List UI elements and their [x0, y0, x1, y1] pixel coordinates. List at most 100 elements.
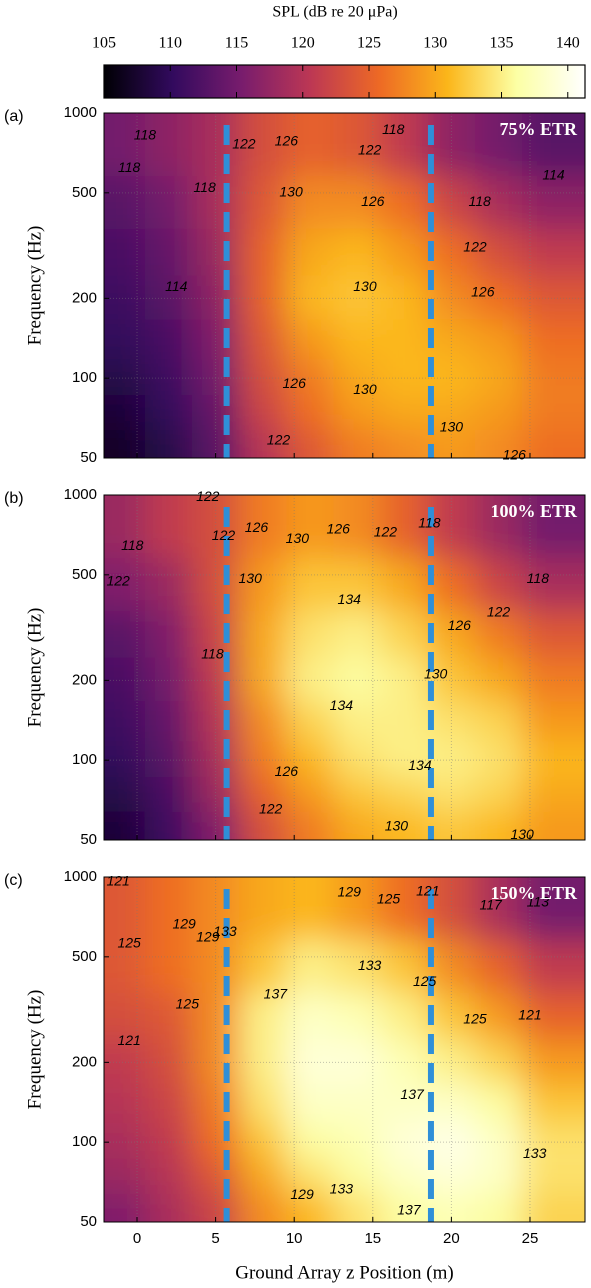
- heatmap-cell: [380, 1122, 429, 1160]
- y-tick-label: 200: [72, 289, 97, 306]
- y-tick-label: 50: [80, 831, 97, 848]
- heatmap-cell: [239, 939, 287, 993]
- heatmap-cell: [427, 429, 476, 458]
- heatmap-cell: [239, 700, 287, 742]
- contour-label: 122: [267, 432, 291, 448]
- heatmap-cell: [427, 495, 476, 559]
- heatmap-cell: [239, 1039, 287, 1084]
- heatmap-cell: [239, 318, 287, 360]
- x-tick-label: 15: [364, 1230, 381, 1247]
- heatmap-cell: [239, 429, 287, 458]
- heatmap-cell: [522, 1122, 585, 1160]
- heatmap-cell: [144, 877, 193, 941]
- heatmap-cell: [192, 1158, 240, 1194]
- heatmap-cell: [333, 228, 382, 276]
- heatmap-cell: [192, 557, 240, 611]
- heatmap-cell: [427, 557, 476, 611]
- heatmap-cell: [104, 811, 146, 840]
- heatmap-cell: [333, 113, 382, 177]
- heatmap-cells: [104, 495, 585, 840]
- contour-label: 118: [382, 121, 405, 137]
- x-tick-label: 5: [211, 1230, 219, 1247]
- heatmap-cell: [522, 776, 585, 812]
- contour-label: 113: [527, 893, 550, 909]
- heatmap-cell: [474, 1193, 523, 1222]
- heatmap-cell: [104, 610, 146, 658]
- y-tick-label: 500: [72, 948, 97, 965]
- heatmap-cell: [144, 700, 193, 742]
- heatmap-cell: [286, 811, 334, 840]
- panel-title: 150% ETR: [490, 883, 578, 903]
- heatmap-cell: [522, 557, 585, 611]
- contour-label: 129: [196, 928, 220, 944]
- heatmap-cell: [474, 358, 523, 396]
- heatmap-cells: [104, 113, 585, 458]
- contour-label: 122: [212, 527, 236, 543]
- heatmap-cell: [192, 358, 240, 396]
- heatmap-cell: [192, 1193, 240, 1222]
- heatmap-cell: [104, 700, 146, 742]
- heatmap-cell: [474, 394, 523, 430]
- heatmap-cell: [522, 700, 585, 742]
- heatmap-cell: [380, 657, 429, 702]
- heatmap-cell: [474, 429, 523, 458]
- heatmap-cell: [427, 1158, 476, 1194]
- contour-label: 137: [397, 1202, 422, 1218]
- colorbar: [103, 64, 586, 99]
- heatmap-cell: [144, 1039, 193, 1084]
- heatmap-cell: [192, 877, 240, 941]
- heatmap-cell: [239, 1193, 287, 1222]
- heatmap-cell: [286, 992, 334, 1040]
- x-tick-label: 25: [522, 1230, 539, 1247]
- heatmap-cell: [104, 1158, 146, 1194]
- heatmap-cell: [474, 610, 523, 658]
- heatmap-cell: [380, 275, 429, 320]
- contour-label: 118: [469, 193, 492, 209]
- heatmap-cell: [474, 495, 523, 559]
- heatmap-cell: [144, 1158, 193, 1194]
- heatmap-cell: [144, 113, 193, 177]
- heatmap-cell: [522, 1082, 585, 1124]
- colorbar-tick-label: 130: [423, 35, 447, 52]
- y-tick-label: 1000: [64, 868, 97, 885]
- x-tick-label: 20: [443, 1230, 460, 1247]
- heatmap-cell: [522, 394, 585, 430]
- y-tick-label: 100: [72, 369, 97, 386]
- heatmap-cell: [104, 394, 146, 430]
- heatmap-cell: [192, 657, 240, 702]
- contour-label: 134: [338, 591, 362, 607]
- heatmap-cell: [144, 610, 193, 658]
- heatmap-cell: [474, 657, 523, 702]
- heatmap-cell: [380, 700, 429, 742]
- heatmap-cell: [104, 557, 146, 611]
- heatmap-cell: [144, 495, 193, 559]
- heatmap-cell: [192, 394, 240, 430]
- heatmap-cell: [104, 113, 146, 177]
- contour-label: 126: [448, 617, 472, 633]
- heatmap-cell: [286, 1082, 334, 1124]
- heatmap-cell: [286, 394, 334, 430]
- heatmap-cell: [427, 1122, 476, 1160]
- heatmap-cell: [333, 175, 382, 229]
- heatmap-cell: [522, 358, 585, 396]
- contour-label: 130: [286, 530, 310, 546]
- y-tick-label: 500: [72, 184, 97, 201]
- heatmap-cell: [474, 1082, 523, 1124]
- heatmap-cell: [427, 1082, 476, 1124]
- colorbar-tick-label: 140: [556, 35, 580, 52]
- y-tick-label: 500: [72, 566, 97, 583]
- heatmap-cell: [474, 700, 523, 742]
- heatmap-cell: [239, 740, 287, 778]
- heatmap-cell: [286, 557, 334, 611]
- heatmap-cell: [239, 275, 287, 320]
- contour-label: 130: [385, 818, 409, 834]
- heatmap-cell: [192, 228, 240, 276]
- heatmap-cell: [286, 113, 334, 177]
- contour-label: 126: [503, 446, 527, 462]
- contour-label: 118: [418, 514, 441, 530]
- contour-label: 122: [374, 524, 398, 540]
- heatmap-cell: [144, 1193, 193, 1222]
- heatmap-cell: [522, 175, 585, 229]
- heatmap-cell: [427, 228, 476, 276]
- heatmap-cell: [192, 776, 240, 812]
